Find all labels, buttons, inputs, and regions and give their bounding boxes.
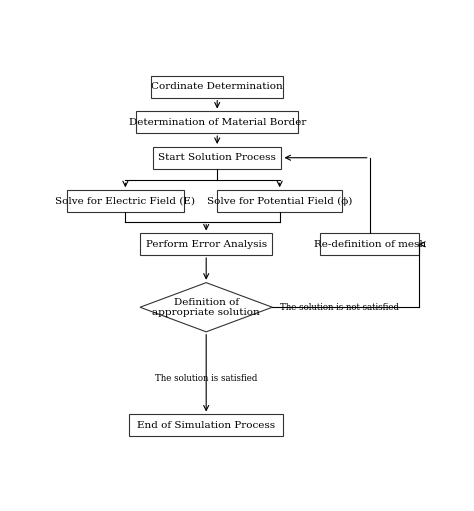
Text: End of Simulation Process: End of Simulation Process [137,421,275,430]
Text: Solve for Potential Field (ϕ): Solve for Potential Field (ϕ) [207,196,352,205]
Text: Perform Error Analysis: Perform Error Analysis [146,240,267,249]
FancyBboxPatch shape [137,111,298,133]
FancyBboxPatch shape [153,147,282,169]
Text: Solve for Electric Field (E): Solve for Electric Field (E) [55,197,195,205]
FancyBboxPatch shape [140,234,272,255]
Polygon shape [140,283,272,332]
Text: Re-definition of mesh: Re-definition of mesh [314,240,426,249]
Text: Determination of Material Border: Determination of Material Border [128,118,306,127]
FancyBboxPatch shape [66,190,184,212]
Text: Definition of
appropriate solution: Definition of appropriate solution [152,297,260,317]
Text: The solution is not satisfied: The solution is not satisfied [280,303,399,312]
Text: Start Solution Process: Start Solution Process [158,153,276,162]
Text: The solution is satisfied: The solution is satisfied [155,374,257,383]
FancyBboxPatch shape [151,76,283,98]
FancyBboxPatch shape [129,414,283,436]
Text: Cordinate Determination: Cordinate Determination [151,82,283,91]
FancyBboxPatch shape [320,234,419,255]
FancyBboxPatch shape [217,190,342,212]
